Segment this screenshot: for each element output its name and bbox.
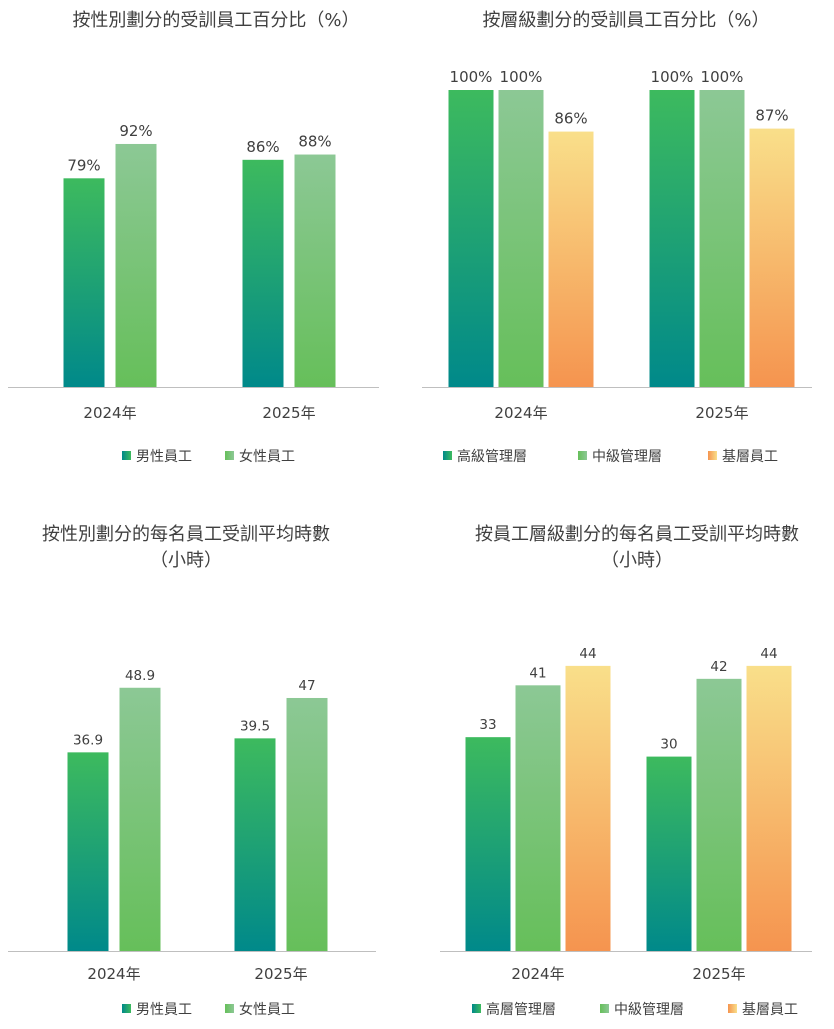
bar [498,90,544,387]
data-label: 44 [760,646,777,662]
legend-label: 男性員工 [136,1002,192,1018]
data-label: 48.9 [125,668,155,684]
x-tick-label: 2024年 [83,404,136,422]
bar [119,687,161,951]
chart-title: （小時） [150,550,222,571]
chart-title: （小時） [601,550,673,571]
data-label: 92% [119,122,152,140]
data-label: 30 [660,737,677,753]
legend-label: 女性員工 [239,448,295,465]
chart-4: 按員工層級劃分的每名員工受訓平均時數 （小時） 33 41 44 2024年 30 42 44 2… [440,524,812,1018]
bar [565,665,611,951]
legend-label: 男性員工 [136,449,192,465]
chart-1: 按性別劃分的受訓員工百分比（%） 79% 92% 2024年 86% 88% 2025年男性… [8,10,379,465]
bar [465,737,511,951]
data-label: 44 [579,646,596,662]
legend-label: 基層員工 [722,448,778,465]
data-label: 88% [298,133,331,151]
bar [115,143,157,387]
bar [548,131,594,387]
legend-label: 中級管理層 [592,449,662,465]
data-label: 39.5 [240,718,270,734]
bar [515,685,561,951]
bar [696,678,742,951]
legend-swatch [472,1004,481,1013]
chart-title: 按性別劃分的受訓員工百分比（%） [72,10,359,31]
legend-swatch [443,451,452,460]
data-label: 79% [67,156,100,174]
x-tick-label: 2024年 [87,965,140,983]
bar [749,128,795,388]
legend-swatch [600,1004,609,1013]
data-label: 86% [554,110,587,128]
chart-3: 按性別劃分的每名員工受訓平均時數 （小時） 36.9 48.9 2024年 39.5 47 2… [8,524,376,1018]
x-tick-label: 2025年 [254,965,307,983]
bar [649,90,695,387]
data-label: 87% [755,107,788,125]
data-label: 41 [529,665,546,681]
legend-label: 高級管理層 [457,448,527,465]
bar [63,178,105,387]
chart-2: 按層級劃分的受訓員工百分比（%） 100% 100% 86% 2024年 100% 100%… [422,10,812,465]
bar [448,90,494,387]
bar [294,154,336,387]
legend-swatch [578,451,587,460]
bar [286,697,328,951]
data-label: 100% [500,68,543,86]
legend-label: 女性員工 [239,1001,295,1018]
bar [699,90,745,387]
legend-swatch [728,1004,737,1013]
data-label: 33 [479,717,496,733]
bar [646,756,692,951]
data-label: 42 [710,659,727,675]
x-tick-label: 2025年 [262,404,315,422]
legend-label: 中級管理層 [614,1002,684,1018]
bar [67,752,109,951]
chart-title: 按性別劃分的每名員工受訓平均時數 [42,524,330,545]
legend-swatch [122,451,131,460]
bar [242,159,284,387]
legend-swatch [708,451,717,460]
legend-swatch [225,451,234,460]
legend-swatch [122,1004,131,1013]
x-tick-label: 2025年 [692,965,745,983]
data-label: 100% [651,68,694,86]
chart-title: 按員工層級劃分的每名員工受訓平均時數 [475,524,799,545]
x-tick-label: 2025年 [695,404,748,422]
data-label: 100% [701,68,744,86]
bar [234,738,276,951]
legend-label: 基層員工 [742,1001,798,1018]
x-tick-label: 2024年 [511,965,564,983]
data-label: 86% [246,138,279,156]
chart-title: 按層級劃分的受訓員工百分比（%） [482,10,769,31]
x-tick-label: 2024年 [494,404,547,422]
data-label: 36.9 [73,732,103,748]
bar [746,665,792,951]
data-label: 100% [450,68,493,86]
legend-swatch [225,1004,234,1013]
legend-label: 高層管理層 [486,1001,556,1018]
data-label: 47 [298,678,315,694]
